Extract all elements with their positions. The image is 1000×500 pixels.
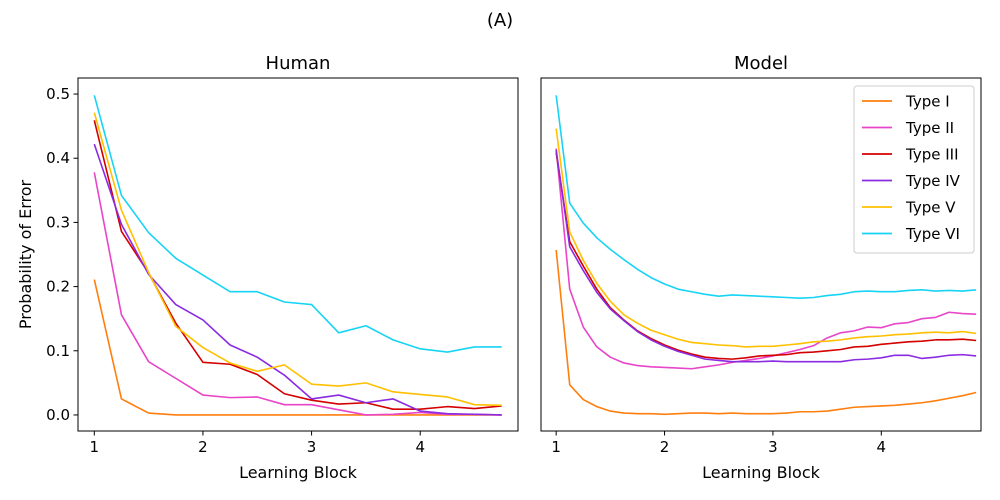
panel-title: Model	[734, 53, 788, 74]
legend-label: Type III	[905, 146, 959, 164]
plot-frame	[77, 77, 519, 432]
legend-label: Type IV	[905, 172, 961, 190]
y-tick-label: 0.1	[46, 342, 70, 360]
plot-frame	[540, 77, 982, 432]
x-axis-label: Learning Block	[702, 463, 821, 482]
series-line-type-v	[93, 112, 502, 407]
y-tick-label: 0.2	[46, 278, 70, 296]
series-line-type-vi	[555, 95, 977, 299]
x-tick-label: 3	[768, 438, 778, 456]
x-tick-label: 3	[307, 438, 317, 456]
series-line-type-i	[93, 279, 502, 416]
x-tick-label: 1	[551, 438, 561, 456]
x-tick-label: 4	[415, 438, 425, 456]
y-axis-label: Probability of Error	[16, 179, 35, 329]
human-panel: Human 1 2 3 4 0.0 0.1 0.2 0.3 0.4 0.5 Learning Bloc…	[16, 53, 519, 482]
legend-label: Type I	[905, 93, 950, 111]
x-tick-label: 2	[660, 438, 670, 456]
series-line-type-ii	[93, 172, 502, 416]
legend-label: Type VI	[905, 225, 960, 243]
y-tick-label: 0.0	[46, 406, 70, 424]
figure-title: (A)	[487, 10, 513, 31]
x-tick-label: 4	[877, 438, 887, 456]
series-line-type-iv	[555, 149, 977, 363]
x-axis-label: Learning Block	[239, 463, 358, 482]
legend: Type I Type II Type III Type IV Type V Type V…	[853, 85, 975, 254]
legend-label: Type II	[905, 119, 954, 137]
series-line-type-iv	[93, 143, 502, 416]
x-tick-label: 2	[198, 438, 208, 456]
legend-label: Type V	[905, 199, 956, 217]
y-tick-label: 0.5	[46, 85, 70, 103]
panel-title: Human	[266, 53, 331, 74]
series-line-type-i	[555, 249, 977, 416]
series-line-type-ii	[555, 148, 977, 370]
x-tick-label: 1	[90, 438, 100, 456]
y-tick-label: 0.4	[46, 149, 70, 167]
y-tick-label: 0.3	[46, 213, 70, 231]
series-line-type-vi	[93, 95, 502, 353]
series-line-type-v	[555, 128, 977, 348]
